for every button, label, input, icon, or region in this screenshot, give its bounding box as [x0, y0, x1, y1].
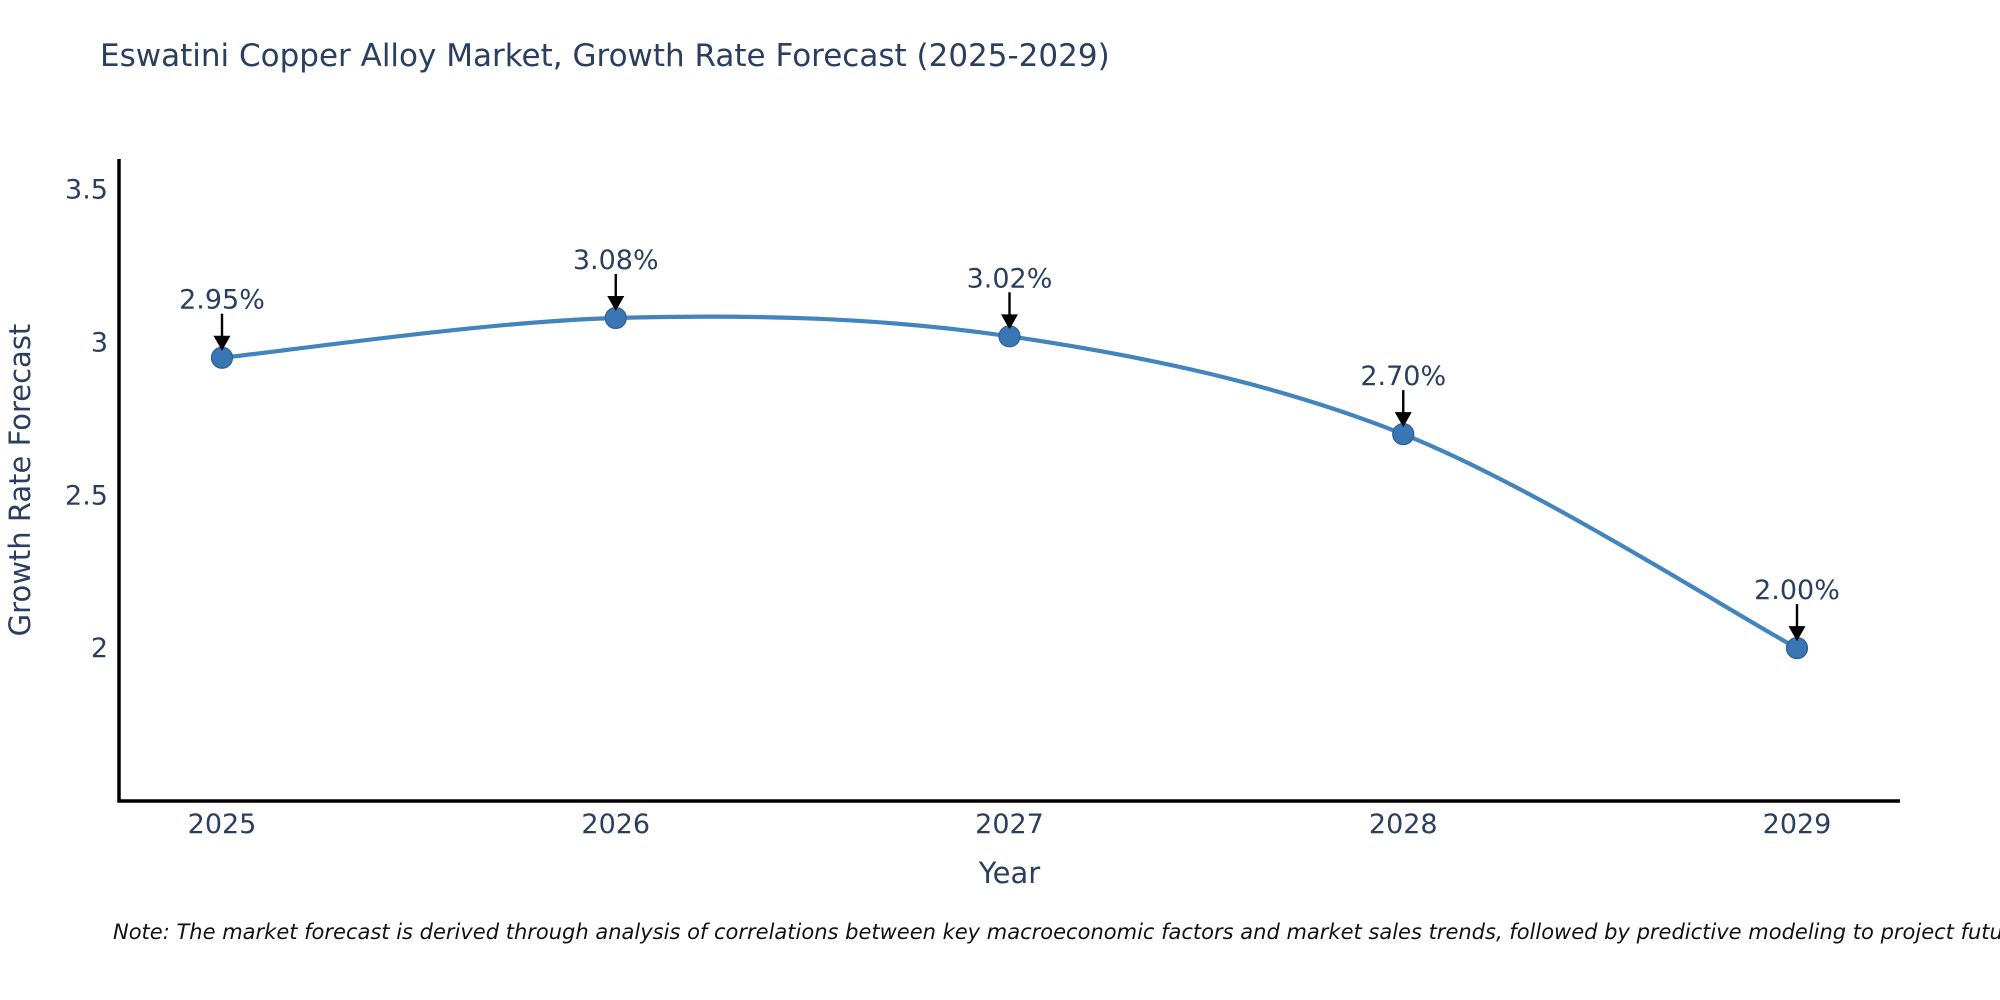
annotation-label: 2.00% — [1754, 575, 1840, 606]
annotation-label: 2.70% — [1360, 361, 1446, 392]
y-tick-label: 3 — [91, 327, 108, 358]
annotation-arrow-head — [607, 295, 625, 311]
annotation-label: 2.95% — [179, 285, 265, 316]
annotation-label: 3.08% — [573, 245, 659, 276]
x-tick-label: 2026 — [581, 809, 650, 840]
annotation-arrow-head — [1001, 314, 1018, 330]
trend-line — [221, 314, 1799, 650]
axis-spines — [117, 159, 1900, 803]
chart-title: Eswatini Copper Alloy Market, Growth Rat… — [100, 38, 1110, 74]
annotation-label: 3.02% — [967, 263, 1053, 294]
x-tick-label: 2028 — [1369, 809, 1438, 840]
x-tick-label: 2027 — [975, 809, 1044, 840]
annotation-arrow-head — [213, 335, 231, 351]
annotation-arrow-head — [1788, 626, 1806, 642]
y-tick-label: 2 — [91, 633, 108, 664]
annotation-arrow-head — [1394, 412, 1412, 428]
y-tick-label: 2.5 — [65, 480, 108, 511]
y-axis-title: Growth Rate Forecast — [3, 324, 37, 637]
x-tick-label: 2025 — [188, 809, 257, 840]
footnote: Note: The market forecast is derived thr… — [113, 920, 2000, 944]
x-tick-label: 2029 — [1763, 809, 1832, 840]
x-axis-title: Year — [978, 856, 1040, 890]
y-tick-label: 3.5 — [65, 175, 108, 206]
